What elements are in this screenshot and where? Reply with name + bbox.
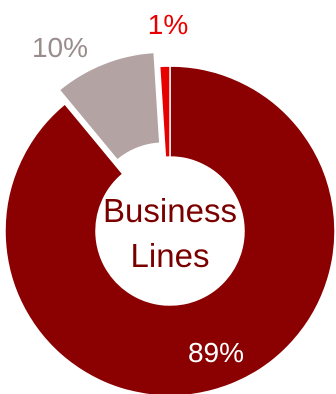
slice-label-1-percent: 1% [148, 9, 188, 40]
slice-89-percent [4, 65, 336, 394]
slice-10-percent [58, 51, 161, 162]
center-label-line-2: Lines [131, 237, 210, 274]
slices-group [4, 51, 336, 394]
center-label-line-1: Business [103, 192, 237, 229]
slice-label-89-percent: 89% [188, 337, 244, 368]
labels-group: 89% 10% 1% [32, 9, 244, 368]
slice-label-10-percent: 10% [32, 32, 88, 63]
slice-1-percent [158, 65, 171, 158]
